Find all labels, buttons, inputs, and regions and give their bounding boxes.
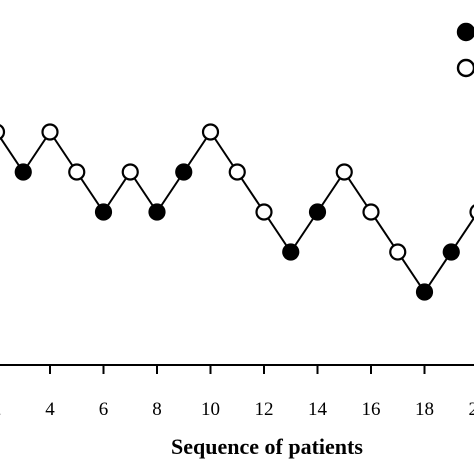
series-line [0, 130, 474, 294]
x-axis-tick-labels: 2 4 6 8 10 12 14 16 18 20 [0, 399, 474, 420]
legend [456, 22, 474, 78]
x-axis-title: Sequence of patients [171, 434, 363, 459]
data-point-open [362, 203, 380, 221]
x-tick-label: 4 [45, 399, 55, 420]
data-point-filled [308, 203, 327, 221]
data-point-open [41, 123, 59, 141]
data-point-filled [148, 203, 166, 221]
x-tick-label: 12 [255, 399, 274, 420]
data-point-filled [282, 243, 300, 261]
data-point-open [389, 243, 407, 261]
data-point-filled [94, 203, 113, 221]
x-tick-label: 14 [308, 399, 328, 420]
x-tick-label: 6 [99, 399, 109, 420]
legend-marker-open [456, 58, 474, 78]
x-tick-label: 18 [415, 399, 434, 420]
data-points [0, 123, 474, 301]
data-point-open [121, 163, 139, 181]
data-point-open [68, 163, 86, 181]
x-tick-label: 2 [0, 399, 1, 420]
data-point-open [335, 163, 353, 181]
data-point-open [255, 203, 273, 221]
data-point-open [228, 163, 246, 181]
x-tick-label: 8 [152, 399, 162, 420]
data-point-open [469, 204, 474, 220]
data-point-open [0, 124, 6, 140]
data-point-filled [415, 283, 434, 301]
x-tick-label: 16 [362, 399, 381, 420]
x-tick-label: 20 [469, 399, 474, 420]
legend-marker-filled [456, 22, 474, 42]
data-point-filled [442, 243, 460, 261]
x-tick-label: 10 [201, 399, 220, 420]
data-point-filled [175, 163, 193, 181]
data-point-open [201, 123, 220, 141]
data-point-filled [14, 163, 32, 181]
x-axis-ticks [49, 365, 426, 374]
